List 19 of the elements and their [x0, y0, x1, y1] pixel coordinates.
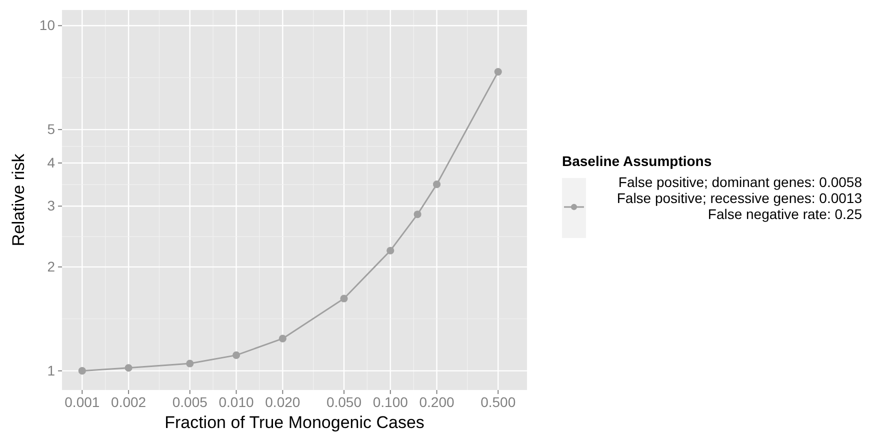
x-tick-label: 0.005: [172, 394, 208, 410]
x-tick-label: 0.500: [480, 394, 516, 410]
y-tick-label: 3: [47, 198, 56, 214]
y-tick-label: 4: [47, 154, 56, 170]
y-tick-label: 1: [47, 362, 56, 378]
legend-label: False positive; dominant genes: 0.0058 False positive; recessive genes: 0.0013 False negative rate: 0.25: [616, 174, 862, 222]
y-tick-label: 10: [39, 17, 56, 34]
x-tick-label: 0.010: [218, 394, 254, 410]
x-axis-title: Fraction of True Monogenic Cases: [164, 413, 424, 432]
x-tick-label: 0.050: [326, 394, 362, 410]
x-tick-label: 0.200: [419, 394, 454, 410]
y-tick-label: 2: [47, 258, 56, 274]
x-tick-label: 0.001: [64, 394, 100, 410]
legend-title: Baseline Assumptions: [562, 153, 712, 169]
y-axis-title: Relative risk: [9, 153, 28, 246]
x-tick-label: 0.002: [111, 394, 146, 410]
x-tick-label: 0.020: [265, 394, 300, 410]
y-tick-label: 5: [47, 121, 56, 138]
x-tick-label: 0.100: [372, 394, 408, 410]
